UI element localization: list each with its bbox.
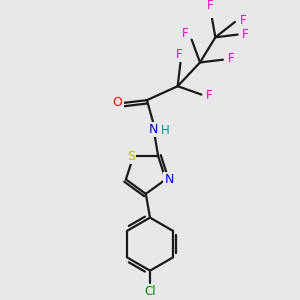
Text: F: F <box>239 14 246 27</box>
Text: Cl: Cl <box>144 285 156 298</box>
Text: H: H <box>161 124 170 136</box>
Text: O: O <box>113 96 123 110</box>
Text: N: N <box>164 173 174 186</box>
Text: F: F <box>182 27 189 40</box>
Text: F: F <box>242 28 249 41</box>
Text: F: F <box>176 48 182 61</box>
Text: N: N <box>149 123 159 136</box>
Text: S: S <box>127 149 135 163</box>
Text: F: F <box>227 52 234 65</box>
Text: F: F <box>206 0 213 12</box>
Text: F: F <box>206 89 212 103</box>
